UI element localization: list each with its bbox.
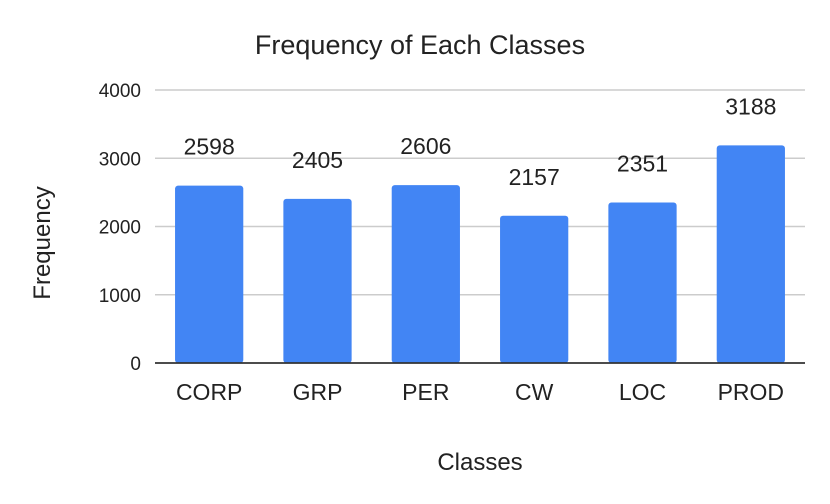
bar-cw bbox=[500, 215, 569, 363]
bars bbox=[175, 145, 785, 363]
bar-loc bbox=[608, 202, 677, 363]
data-label-per: 2606 bbox=[400, 133, 451, 159]
bar-grp bbox=[283, 198, 352, 363]
y-axis-ticks: 0 1000 2000 3000 4000 bbox=[99, 81, 141, 375]
x-axis-categories: CORP GRP PER CW LOC PROD bbox=[176, 379, 784, 405]
y-tick-label: 3000 bbox=[99, 149, 141, 170]
y-axis-title: Frequency bbox=[29, 186, 56, 299]
y-tick-label: 2000 bbox=[99, 218, 141, 239]
x-tick-label-grp: GRP bbox=[293, 379, 343, 405]
x-tick-label-corp: CORP bbox=[176, 379, 242, 405]
y-tick-label: 4000 bbox=[99, 81, 141, 102]
x-axis-title: Classes bbox=[437, 449, 522, 476]
gridlines bbox=[155, 89, 805, 296]
bar-prod bbox=[716, 145, 785, 363]
data-label-cw: 2157 bbox=[509, 164, 560, 190]
x-tick-label-prod: PROD bbox=[718, 379, 784, 405]
chart-title: Frequency of Each Classes bbox=[255, 30, 585, 60]
x-tick-label-cw: CW bbox=[515, 379, 554, 405]
bar-corp bbox=[175, 185, 244, 363]
data-label-grp: 2405 bbox=[292, 147, 343, 173]
y-tick-label: 0 bbox=[130, 354, 141, 375]
data-label-corp: 2598 bbox=[184, 134, 235, 160]
data-label-loc: 2351 bbox=[617, 151, 668, 177]
x-tick-label-loc: LOC bbox=[619, 379, 666, 405]
data-label-prod: 3188 bbox=[725, 93, 776, 119]
y-tick-label: 1000 bbox=[99, 286, 141, 307]
bar-per bbox=[391, 185, 460, 363]
data-labels: 2598 2405 2606 2157 2351 3188 bbox=[184, 93, 777, 189]
x-tick-label-per: PER bbox=[402, 379, 449, 405]
